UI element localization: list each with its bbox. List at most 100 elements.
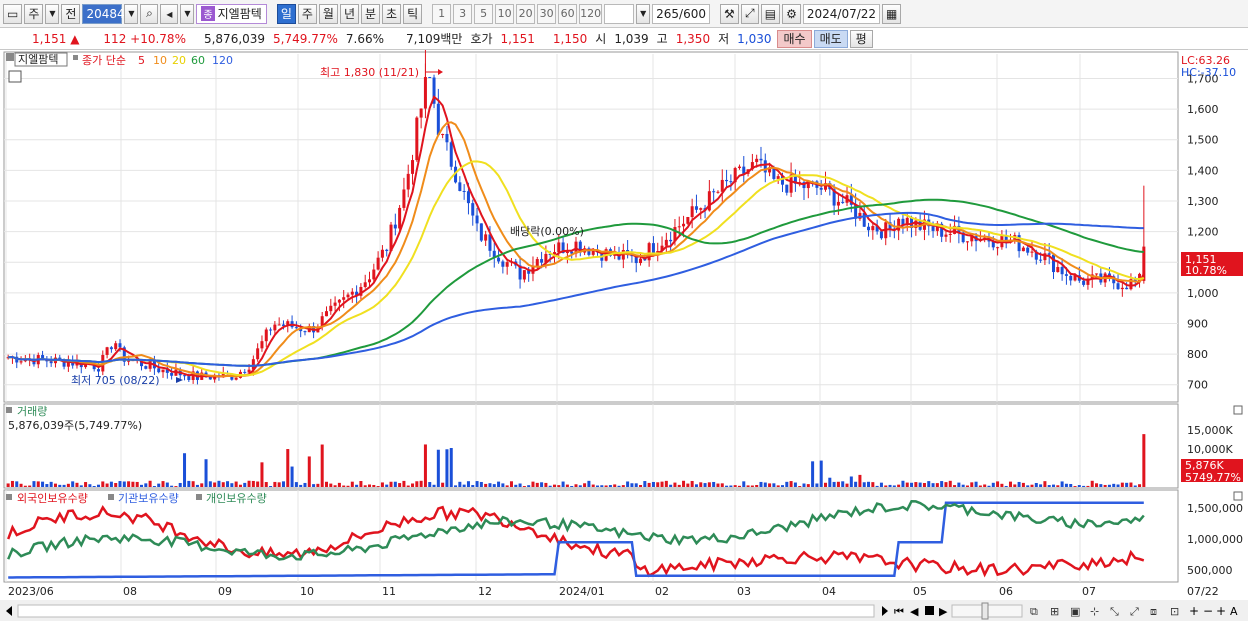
interval-120[interactable]: 120 xyxy=(579,3,603,24)
date-input[interactable]: 2024/07/22 xyxy=(802,3,881,24)
crosshair-icon[interactable]: ⊹ xyxy=(1090,605,1099,618)
scroll-right-icon[interactable] xyxy=(882,606,888,616)
holding-close-icon[interactable] xyxy=(1233,491,1243,501)
volume-bar xyxy=(578,485,582,487)
period-month[interactable]: 월 xyxy=(318,3,338,24)
candle-body xyxy=(277,324,281,326)
custom-interval-input[interactable] xyxy=(604,3,635,24)
zoom-handle[interactable] xyxy=(981,602,989,620)
volume-bar xyxy=(746,485,750,487)
save-icon[interactable]: ▤ xyxy=(760,3,781,24)
candle-body xyxy=(389,224,393,252)
font-size-icon[interactable]: A xyxy=(1230,605,1238,618)
volume-bar xyxy=(639,485,643,487)
stop-icon[interactable] xyxy=(925,606,934,615)
period-year[interactable]: 년 xyxy=(339,3,359,24)
step-back-icon[interactable]: ◀ xyxy=(910,605,919,618)
period-second[interactable]: 초 xyxy=(382,3,402,24)
stock-name-field[interactable]: 종 지엘팜텍 xyxy=(196,3,267,24)
volume-bar xyxy=(497,481,501,487)
volume-menu-icon[interactable] xyxy=(6,407,12,413)
period-day[interactable]: 일 xyxy=(276,3,296,24)
candle-body xyxy=(776,176,780,179)
zoom-in-icon[interactable]: + xyxy=(1189,604,1199,618)
fit-icon[interactable]: ⊡ xyxy=(1170,605,1179,618)
calendar-icon[interactable]: ▦ xyxy=(882,3,902,24)
draw-tool-icon[interactable]: ⤢ xyxy=(740,3,759,24)
interval-30[interactable]: 30 xyxy=(537,3,557,24)
period-minute[interactable]: 분 xyxy=(361,3,381,24)
volume-bar xyxy=(221,482,225,487)
ma-title: 종가 단순 xyxy=(82,54,126,67)
zoom-out-icon[interactable]: − xyxy=(1203,604,1213,618)
rewind-icon[interactable]: ⏮ xyxy=(894,605,904,618)
shape-icon[interactable]: ⧈ xyxy=(1150,605,1157,618)
scroll-left-icon[interactable] xyxy=(6,606,12,616)
speaker-dropdown-icon[interactable]: ▼ xyxy=(180,3,195,24)
candle-body xyxy=(161,369,165,373)
table-icon[interactable] xyxy=(8,70,22,83)
volume-bar xyxy=(101,481,105,487)
eval-button[interactable]: 평 xyxy=(849,29,873,48)
volume-bar xyxy=(1077,485,1081,487)
stock-chart[interactable]: 1,7001,6001,5001,4001,3001,2001,1001,000… xyxy=(0,38,1248,621)
speaker-icon[interactable]: ◂ xyxy=(160,3,179,24)
gear-icon[interactable]: ⚙ xyxy=(782,3,801,24)
holding-toggle-icon[interactable] xyxy=(108,494,114,500)
volume-title: 거래량 xyxy=(17,405,47,418)
chevron-down-icon[interactable]: ▼ xyxy=(45,3,60,24)
line-icon[interactable]: ⤢ xyxy=(1130,605,1139,618)
period-week[interactable]: 주 xyxy=(297,3,317,24)
layout-icon[interactable]: ⧉ xyxy=(1030,605,1038,618)
interval-1[interactable]: 1 xyxy=(432,3,452,24)
candle-body xyxy=(552,252,556,255)
candle-body xyxy=(682,223,686,227)
mode-select-2[interactable]: 전 xyxy=(61,3,81,24)
volume-bar xyxy=(914,482,918,487)
candle-body xyxy=(690,206,694,218)
stock-code-input[interactable]: 204840 xyxy=(82,3,132,24)
volume-close-icon[interactable] xyxy=(1233,405,1243,415)
panel-menu-icon[interactable] xyxy=(6,53,14,61)
volume-bar xyxy=(471,485,475,487)
volume-bar xyxy=(195,484,199,487)
scrollbar-track[interactable] xyxy=(17,604,875,618)
candle-body xyxy=(639,258,643,264)
candle-body xyxy=(862,212,866,227)
holding-menu-icon[interactable] xyxy=(6,494,12,500)
stock-badge: 종 xyxy=(201,6,215,21)
period-tick[interactable]: 틱 xyxy=(403,3,423,24)
chart-area[interactable]: 1,7001,6001,5001,4001,3001,2001,1001,000… xyxy=(0,38,1248,621)
chart-menu-icon[interactable]: ▭ xyxy=(3,3,23,24)
play-icon[interactable]: ▶ xyxy=(939,605,948,618)
volume-bar xyxy=(475,481,479,487)
interval-5[interactable]: 5 xyxy=(474,3,494,24)
volume-bar xyxy=(927,481,931,487)
volume-bar xyxy=(105,483,109,487)
candle-body xyxy=(1004,235,1008,242)
search-icon[interactable]: ⌕ xyxy=(140,3,159,24)
mode-select-1[interactable]: 주 xyxy=(24,3,44,24)
interval-60[interactable]: 60 xyxy=(558,3,578,24)
sell-button[interactable]: 매도 xyxy=(813,29,848,48)
candle-body xyxy=(41,355,45,359)
window-icon[interactable]: ▣ xyxy=(1070,605,1080,618)
count-field[interactable]: 265/600 xyxy=(652,3,710,24)
interval-20[interactable]: 20 xyxy=(516,3,536,24)
holding-toggle-icon[interactable] xyxy=(196,494,202,500)
volume-bar xyxy=(944,482,948,487)
indicator-icon[interactable]: ⚒ xyxy=(720,3,739,24)
interval-dropdown-icon[interactable]: ▼ xyxy=(636,3,651,24)
grid-icon[interactable]: ⊞ xyxy=(1050,605,1059,618)
code-dropdown-icon[interactable]: ▼ xyxy=(124,3,139,24)
volume-bar xyxy=(423,444,427,487)
ma-menu-icon[interactable] xyxy=(73,55,78,60)
volume-bar xyxy=(346,485,350,487)
volume-bar xyxy=(845,483,849,487)
interval-3[interactable]: 3 xyxy=(453,3,473,24)
buy-button[interactable]: 매수 xyxy=(777,29,812,48)
volume-value: 5,876,039주(5,749.77%) xyxy=(8,419,142,432)
trend-icon[interactable]: ⤡ xyxy=(1110,605,1119,618)
reset-icon[interactable]: + xyxy=(1216,604,1226,618)
interval-10[interactable]: 10 xyxy=(495,3,515,24)
